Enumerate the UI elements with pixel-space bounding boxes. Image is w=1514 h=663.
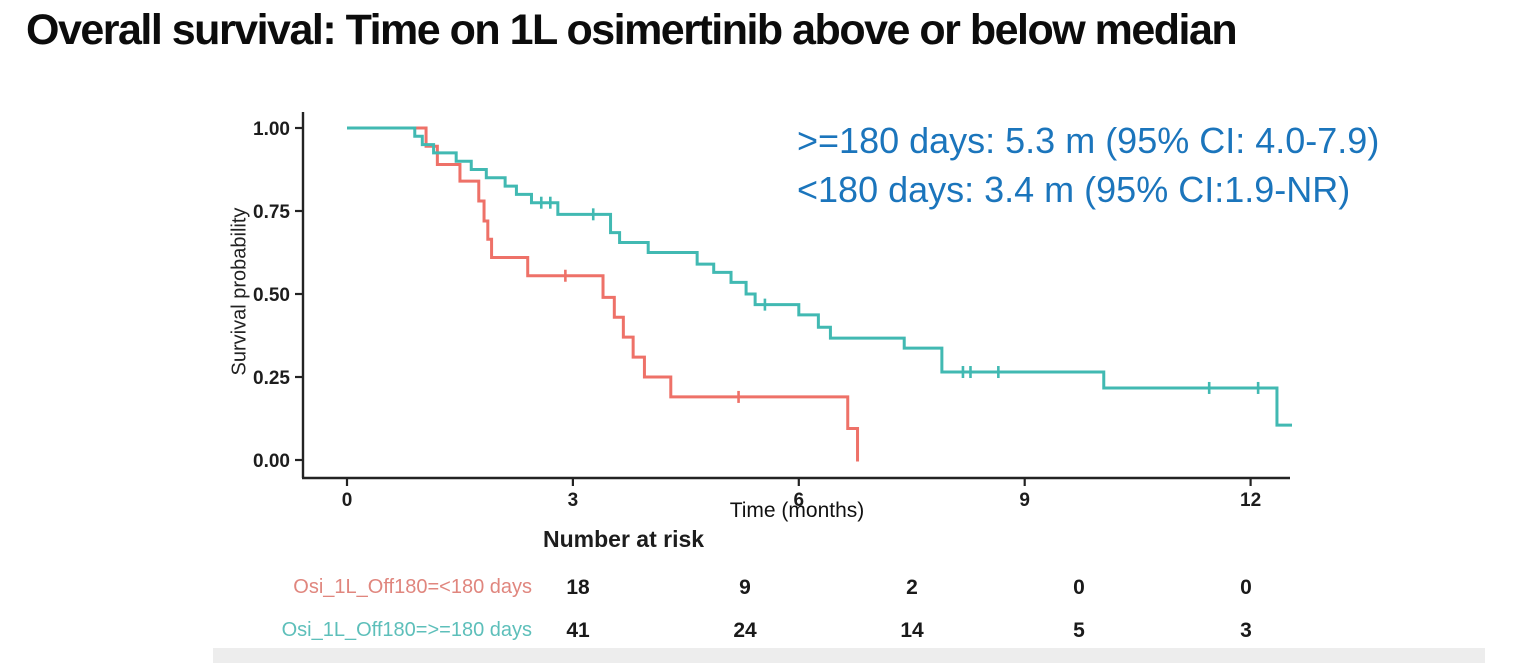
x-tick-label: 3 — [568, 490, 579, 511]
y-tick-label: 0.50 — [253, 285, 290, 306]
risk-count-cell: 0 — [1073, 576, 1085, 599]
risk-count-cell: 24 — [733, 619, 757, 642]
slide-title: Overall survival: Time on 1L osimertinib… — [26, 6, 1238, 54]
km-curve-180days — [347, 126, 860, 462]
x-tick-label: 9 — [1019, 490, 1030, 511]
y-tick-label: 1.00 — [253, 119, 290, 140]
y-tick-label: 0.00 — [253, 451, 290, 472]
y-axis-label: Survival probability — [228, 207, 251, 376]
x-tick-label: 12 — [1240, 490, 1261, 511]
risk-row-label: Osi_1L_Off180=<180 days — [293, 576, 532, 598]
x-tick-label: 6 — [794, 490, 805, 511]
x-tick-label: 0 — [342, 490, 353, 511]
km-curve-180days — [347, 126, 1293, 427]
risk-count-cell: 0 — [1240, 576, 1252, 599]
risk-count-cell: 5 — [1073, 619, 1085, 642]
risk-table-heading: Number at risk — [543, 526, 705, 552]
risk-count-cell: 3 — [1240, 619, 1252, 642]
y-tick-label: 0.25 — [253, 368, 290, 389]
risk-count-cell: 9 — [739, 576, 751, 599]
bottom-strip — [213, 648, 1485, 663]
risk-count-cell: 2 — [906, 576, 918, 599]
risk-row-label: Osi_1L_Off180=>=180 days — [281, 619, 532, 641]
median-survival-annotation: >=180 days: 5.3 m (95% CI: 4.0-7.9) <180… — [797, 116, 1379, 214]
y-tick-label: 0.75 — [253, 202, 290, 223]
risk-count-cell: 14 — [900, 619, 924, 642]
risk-count-cell: 41 — [566, 619, 590, 642]
risk-count-cell: 18 — [566, 576, 590, 599]
annotation-line-lt180: <180 days: 3.4 m (95% CI:1.9-NR) — [797, 169, 1351, 210]
x-axis-label: Time (months) — [729, 499, 865, 522]
annotation-line-ge180: >=180 days: 5.3 m (95% CI: 4.0-7.9) — [797, 120, 1380, 161]
